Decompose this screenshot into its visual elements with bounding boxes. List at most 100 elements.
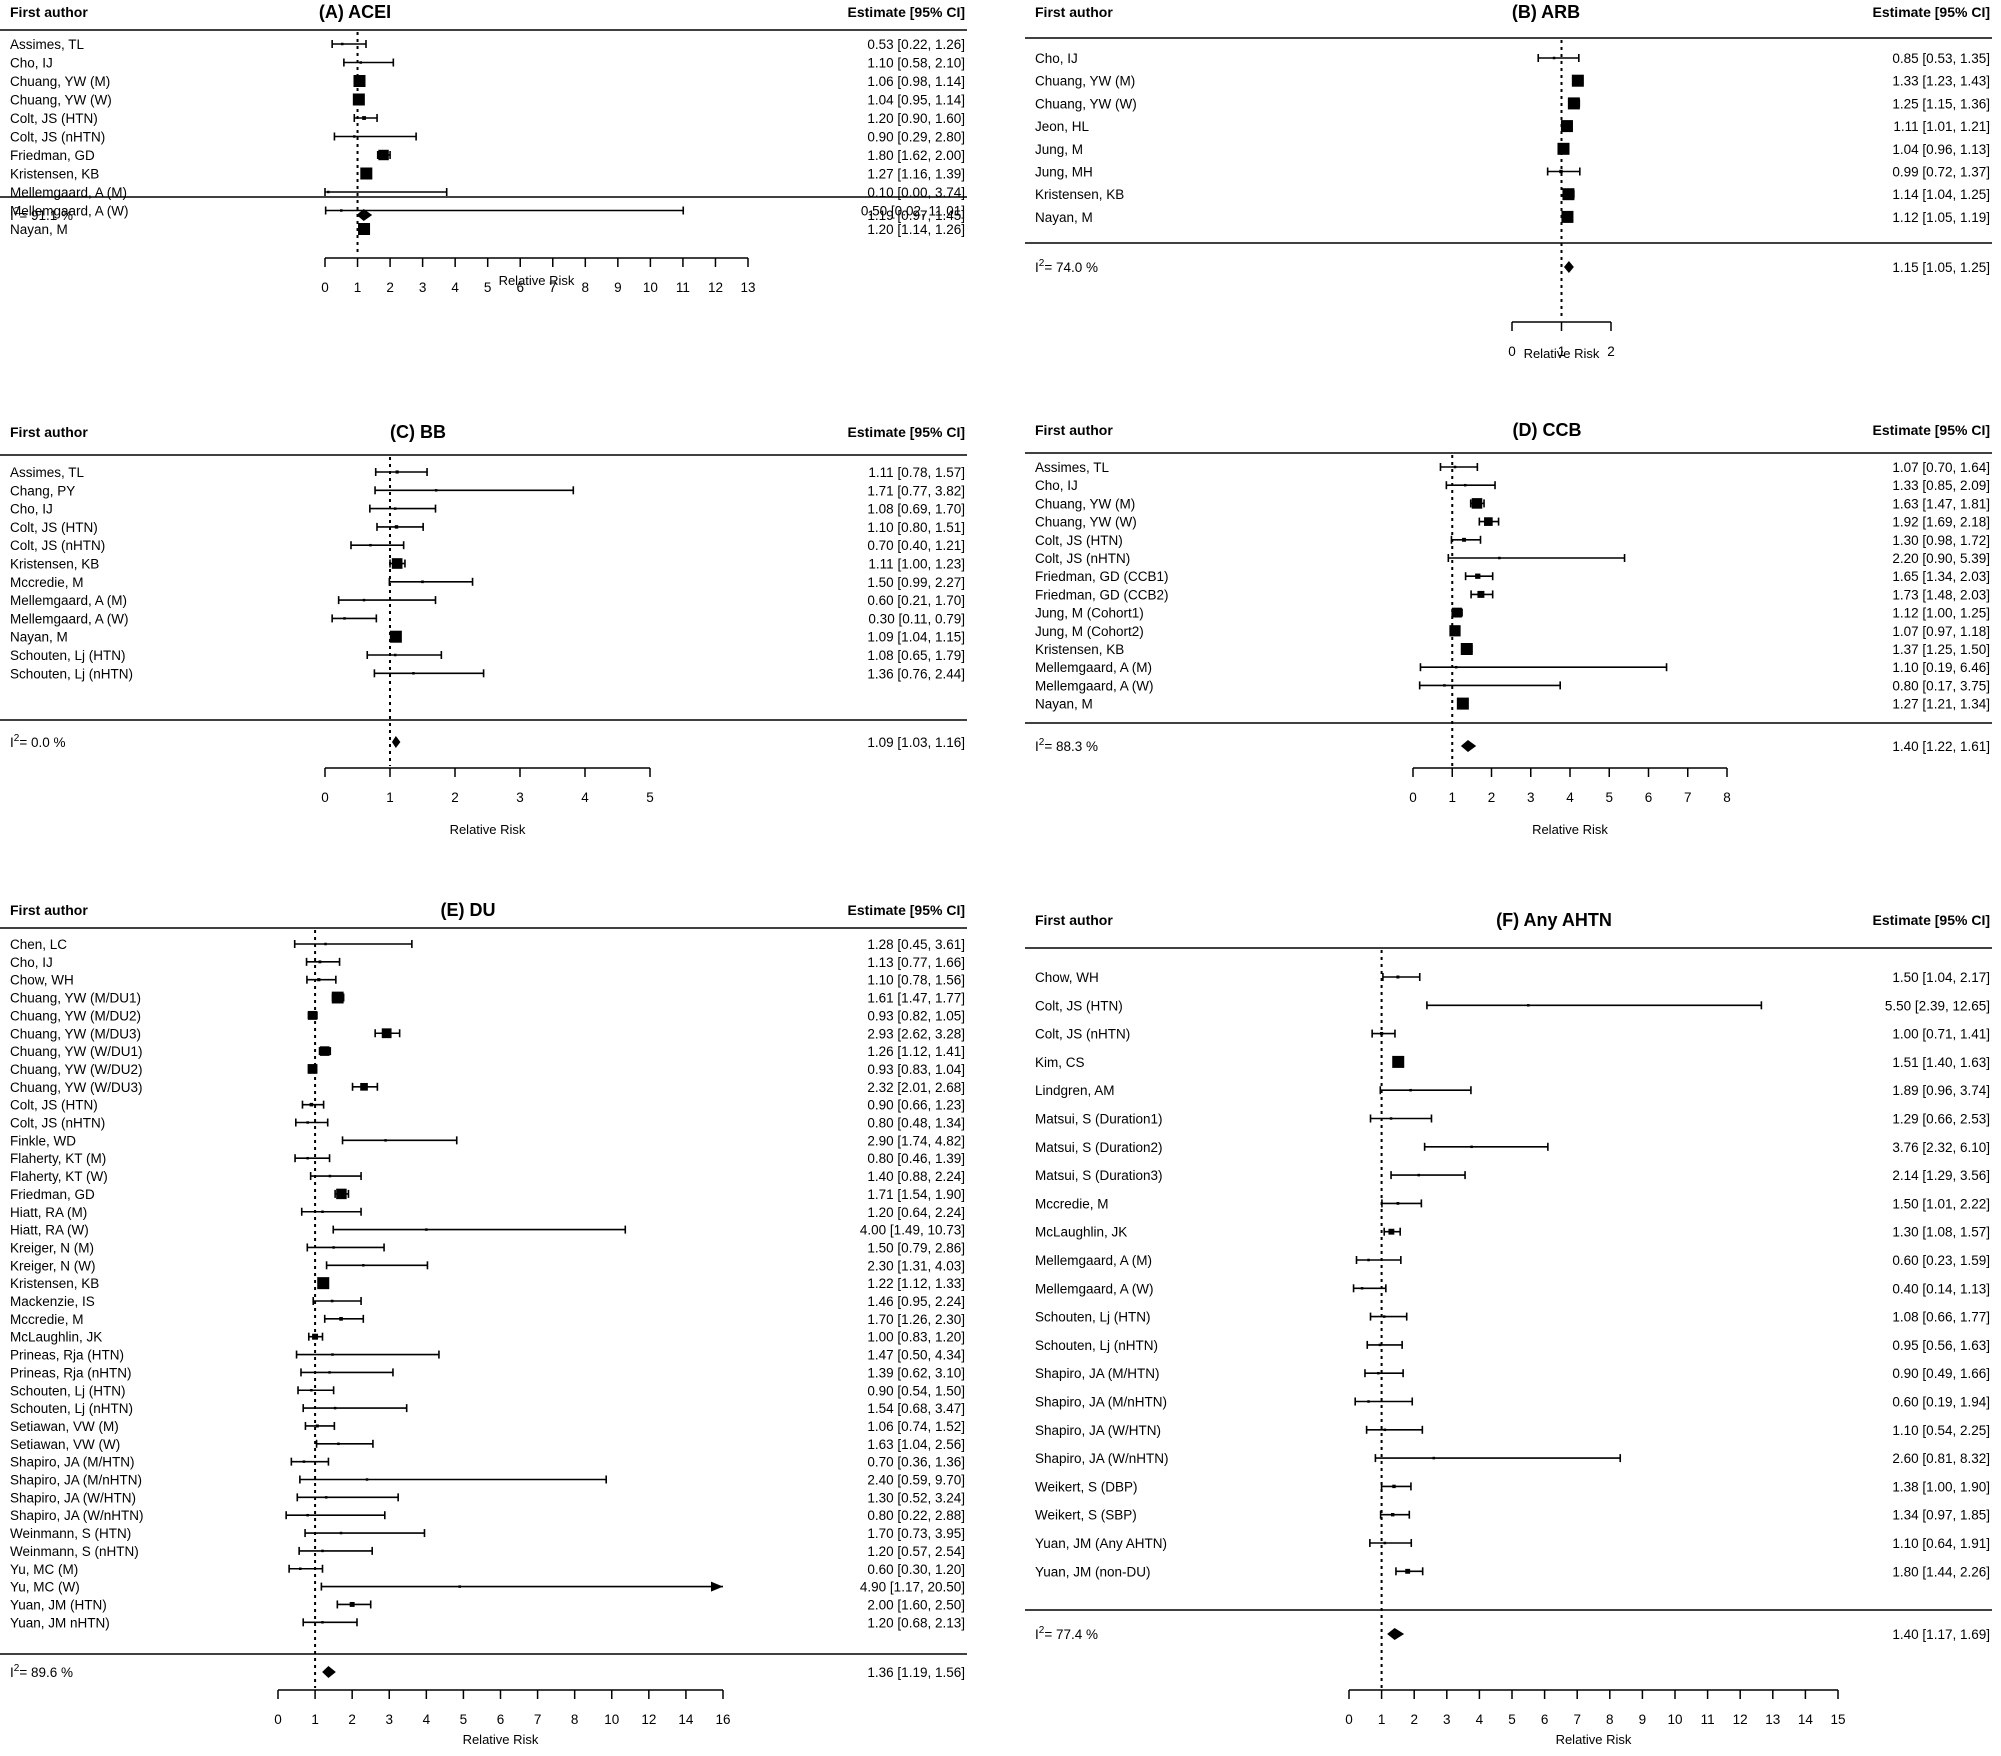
column-header-author: First author bbox=[1035, 912, 1113, 928]
study-label: Shapiro, JA (M/HTN) bbox=[10, 1455, 135, 1470]
study-label: Friedman, GD (CCB1) bbox=[1035, 569, 1169, 584]
x-tick-label: 7 bbox=[549, 280, 557, 295]
study-estimate: 3.76 [2.32, 6.10] bbox=[1892, 1140, 1990, 1155]
point-estimate bbox=[1571, 74, 1584, 87]
study-label: Chuang, YW (M) bbox=[1035, 496, 1135, 511]
study-label: Schouten, Lj (HTN) bbox=[10, 1383, 126, 1398]
study-estimate: 1.70 [0.73, 3.95] bbox=[867, 1526, 965, 1541]
point-estimate bbox=[1432, 1456, 1436, 1460]
study-estimate: 1.34 [0.97, 1.85] bbox=[1892, 1508, 1990, 1523]
point-estimate bbox=[1463, 483, 1467, 487]
study-estimate: 1.30 [0.52, 3.24] bbox=[867, 1490, 965, 1505]
study-estimate: 1.12 [1.05, 1.19] bbox=[1892, 210, 1990, 225]
point-estimate bbox=[333, 1406, 337, 1410]
study-label: Mellemgaard, A (W) bbox=[10, 611, 129, 626]
study-label: Jung, M bbox=[1035, 142, 1083, 157]
study-label: Weinmann, S (nHTN) bbox=[10, 1544, 139, 1559]
point-estimate bbox=[421, 580, 424, 584]
study-label: Weikert, S (SBP) bbox=[1035, 1508, 1137, 1523]
study-estimate: 1.11 [0.78, 1.57] bbox=[868, 465, 965, 480]
study-label: Schouten, Lj (HTN) bbox=[10, 648, 126, 663]
study-estimate: 1.11 [1.00, 1.23] bbox=[868, 557, 965, 572]
point-estimate bbox=[1409, 1088, 1412, 1092]
study-label: Chuang, YW (M) bbox=[1035, 74, 1135, 89]
forest-panel-5: First author (E) DU Estimate [95% CI] Chen,… bbox=[0, 900, 967, 1747]
study-estimate: 1.63 [1.47, 1.81] bbox=[1892, 496, 1990, 511]
panel-title: (B) ARB bbox=[1512, 2, 1580, 22]
x-tick-label: 7 bbox=[1684, 790, 1692, 805]
study-label: Nayan, M bbox=[1035, 210, 1093, 225]
study-label: Chang, PY bbox=[10, 483, 75, 498]
study-estimate: 1.54 [0.68, 3.47] bbox=[867, 1401, 965, 1416]
x-tick-label: 4 bbox=[451, 280, 459, 295]
study-label: Colt, JS (nHTN) bbox=[10, 1116, 105, 1131]
x-tick-label: 9 bbox=[1639, 1712, 1647, 1727]
study-label: McLaughlin, JK bbox=[1035, 1225, 1127, 1240]
x-tick-label: 13 bbox=[740, 280, 755, 295]
point-estimate bbox=[1379, 1031, 1384, 1036]
point-estimate bbox=[340, 42, 344, 46]
study-label: Assimes, TL bbox=[10, 37, 85, 52]
study-label: Flaherty, KT (M) bbox=[10, 1151, 106, 1166]
study-estimate: 2.32 [2.01, 2.68] bbox=[867, 1080, 965, 1095]
study-label: Cho, IJ bbox=[1035, 51, 1078, 66]
study-label: Setiawan, VW (W) bbox=[10, 1437, 120, 1452]
point-estimate bbox=[1552, 56, 1556, 60]
study-label: Mellemgaard, A (W) bbox=[10, 204, 129, 219]
point-estimate bbox=[332, 1246, 335, 1249]
study-label: Lindgren, AM bbox=[1035, 1083, 1115, 1098]
x-tick-label: 10 bbox=[1667, 1712, 1682, 1727]
study-estimate: 1.28 [0.45, 3.61] bbox=[867, 937, 965, 952]
point-estimate bbox=[393, 653, 397, 657]
study-estimate: 1.50 [1.01, 2.22] bbox=[1892, 1196, 1990, 1211]
heterogeneity-label: I2= 74.0 % bbox=[1035, 258, 1098, 275]
study-label: Shapiro, JA (M/nHTN) bbox=[10, 1473, 142, 1488]
point-estimate bbox=[327, 190, 330, 194]
x-tick-label: 4 bbox=[581, 790, 589, 805]
x-axis-label: Relative Risk bbox=[463, 1732, 539, 1747]
study-estimate: 1.04 [0.96, 1.13] bbox=[1892, 142, 1990, 157]
study-label: Flaherty, KT (W) bbox=[10, 1169, 108, 1184]
study-label: Kreiger, N (W) bbox=[10, 1258, 96, 1273]
study-estimate: 1.25 [1.15, 1.36] bbox=[1892, 96, 1990, 111]
point-estimate bbox=[307, 1064, 318, 1074]
study-estimate: 1.89 [0.96, 3.74] bbox=[1892, 1083, 1990, 1098]
column-header-author: First author bbox=[10, 902, 88, 918]
point-estimate bbox=[394, 525, 399, 529]
study-label: Yuan, JM nHTN) bbox=[10, 1615, 110, 1630]
study-label: Chuang, YW (W/DU1) bbox=[10, 1044, 143, 1059]
point-estimate bbox=[306, 1513, 309, 1517]
pooled-estimate: 1.36 [1.19, 1.56] bbox=[867, 1665, 965, 1680]
point-estimate bbox=[1383, 1428, 1387, 1432]
x-tick-label: 1 bbox=[386, 790, 394, 805]
study-estimate: 0.85 [0.53, 1.35] bbox=[1892, 51, 1990, 66]
point-estimate bbox=[1378, 1343, 1382, 1347]
study-label: Mellemgaard, A (W) bbox=[1035, 678, 1154, 693]
point-estimate bbox=[306, 1121, 309, 1124]
point-estimate bbox=[1417, 1173, 1421, 1177]
point-estimate bbox=[1462, 537, 1466, 542]
point-estimate bbox=[317, 1277, 330, 1290]
study-label: Kristensen, KB bbox=[10, 1276, 99, 1291]
point-estimate bbox=[384, 1139, 387, 1142]
x-tick-label: 5 bbox=[1605, 790, 1613, 805]
study-estimate: 1.27 [1.21, 1.34] bbox=[1892, 697, 1990, 712]
study-label: Kristensen, KB bbox=[10, 167, 99, 182]
x-tick-label: 6 bbox=[1645, 790, 1653, 805]
study-estimate: 0.60 [0.21, 1.70] bbox=[867, 593, 965, 608]
forest-panel-4: First author (D) CCB Estimate [95% CI] Assi… bbox=[1025, 420, 1992, 837]
study-estimate: 1.13 [0.77, 1.66] bbox=[867, 955, 965, 970]
study-label: Nayan, M bbox=[1035, 697, 1093, 712]
heterogeneity-label: I2= 89.6 % bbox=[10, 1663, 73, 1680]
study-estimate: 0.93 [0.83, 1.04] bbox=[867, 1062, 965, 1077]
study-estimate: 2.93 [2.62, 3.28] bbox=[867, 1026, 965, 1041]
study-estimate: 5.50 [2.39, 12.65] bbox=[1885, 998, 1990, 1013]
study-estimate: 1.10 [0.64, 1.91] bbox=[1892, 1536, 1990, 1551]
point-estimate bbox=[353, 135, 356, 138]
study-label: Cho, IJ bbox=[10, 502, 53, 517]
point-estimate bbox=[1360, 1287, 1364, 1290]
heterogeneity-label: I2= 91.1 % bbox=[10, 206, 73, 223]
study-label: Jung, M (Cohort2) bbox=[1035, 624, 1144, 639]
x-tick-label: 2 bbox=[1488, 790, 1496, 805]
